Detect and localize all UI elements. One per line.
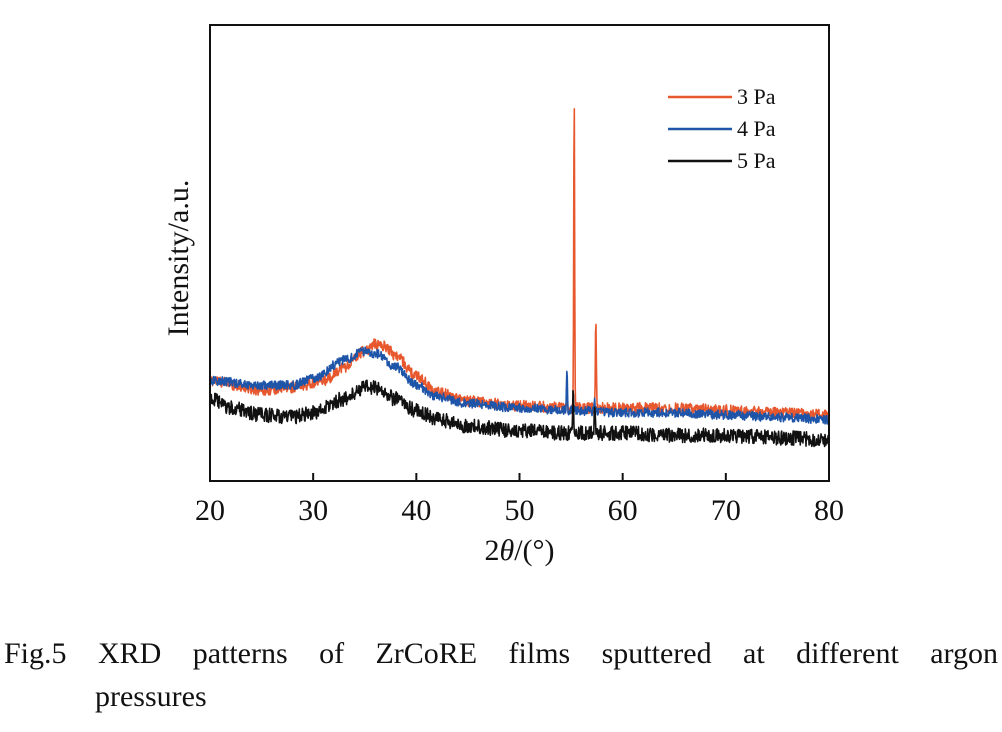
caption-word: sputtered <box>601 637 712 670</box>
figure-caption-line-1: Fig.5 XRD patterns of ZrCoRE films sputt… <box>4 637 998 671</box>
figure-caption-line-2: pressures <box>95 680 207 713</box>
caption-word: Fig.5 <box>4 637 67 670</box>
legend: 3 Pa 4 Pa 5 Pa <box>668 84 776 173</box>
xrd-chart: 20 30 40 50 60 70 80 3 Pa 4 Pa 5 Pa 2θ/(°) Inten… <box>162 24 844 567</box>
x-tick-label: 60 <box>608 494 638 527</box>
x-axis-label-prefix: 2 <box>484 534 499 567</box>
legend-label: 3 Pa <box>737 84 776 109</box>
x-tick-label: 40 <box>401 494 431 527</box>
x-tick-label: 70 <box>711 494 741 527</box>
x-axis-label-suffix: /(°) <box>514 534 554 567</box>
x-tick-label: 80 <box>814 494 844 527</box>
caption-word: at <box>743 637 765 670</box>
x-axis: 20 30 40 50 60 70 80 <box>195 473 844 527</box>
caption-word: argon <box>930 637 998 670</box>
caption-word: ZrCoRE <box>375 637 478 670</box>
x-tick-label: 20 <box>195 494 225 527</box>
x-axis-label-symbol: θ <box>499 534 514 567</box>
caption-word: XRD <box>97 637 162 670</box>
legend-label: 4 Pa <box>737 116 776 141</box>
caption-word: films <box>508 637 571 670</box>
series-line-5-pa <box>210 379 829 448</box>
legend-label: 5 Pa <box>737 148 776 173</box>
y-axis-label: Intensity/a.u. <box>162 180 195 337</box>
caption-word: patterns <box>192 637 288 670</box>
x-tick-label: 50 <box>505 494 535 527</box>
series-layer <box>210 108 829 448</box>
series-line-4-pa <box>210 346 829 425</box>
x-axis-label: 2θ/(°) <box>484 534 554 567</box>
caption-word: different <box>796 637 899 670</box>
x-tick-label: 30 <box>298 494 328 527</box>
caption-word: of <box>319 637 345 670</box>
